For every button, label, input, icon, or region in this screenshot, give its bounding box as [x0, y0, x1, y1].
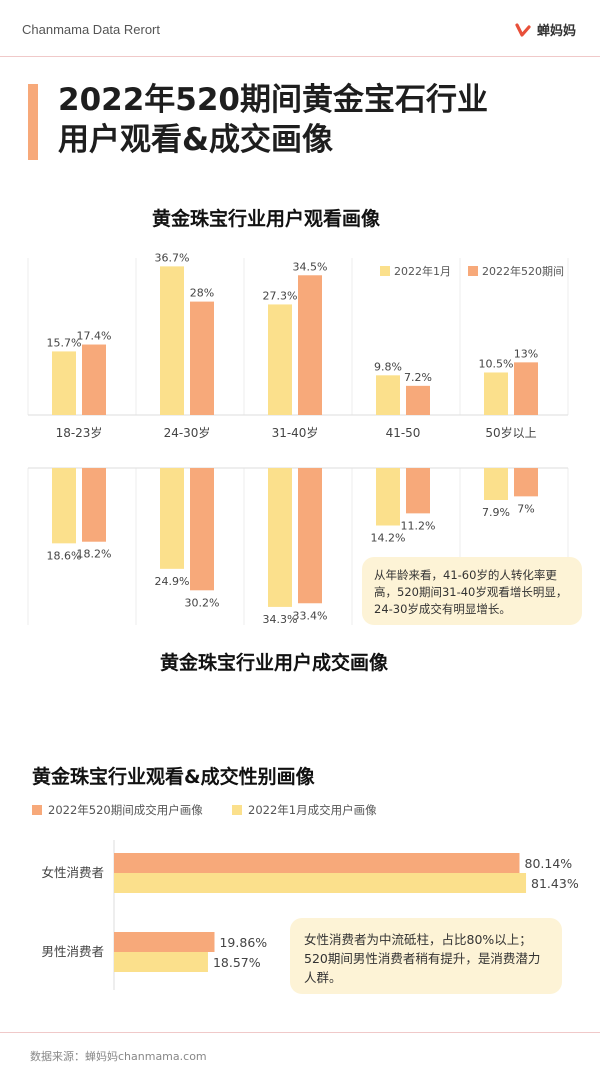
- deal-value-label: 30.2%: [185, 596, 220, 609]
- deal-value-label: 18.2%: [77, 548, 112, 561]
- view-value-label: 10.5%: [479, 357, 514, 370]
- deal-bar: [160, 468, 184, 569]
- deal-value-label: 14.2%: [371, 532, 406, 545]
- view-value-label: 36.7%: [155, 251, 190, 264]
- category-label: 41-50: [386, 426, 421, 440]
- view-value-label: 9.8%: [374, 360, 402, 373]
- view-value-label: 34.5%: [293, 260, 328, 273]
- view-value-label: 15.7%: [47, 336, 82, 349]
- gender-value-label: 80.14%: [525, 856, 573, 871]
- deal-value-label: 18.6%: [47, 549, 82, 562]
- deal-bar: [484, 468, 508, 500]
- deal-bar: [514, 468, 538, 497]
- category-label: 31-40岁: [272, 425, 319, 440]
- header-divider: [0, 56, 600, 57]
- gender-value-label: 18.57%: [213, 955, 261, 970]
- gender-bar: [114, 853, 520, 873]
- data-source: 数据来源：蝉妈妈chanmama.com: [30, 1050, 207, 1063]
- deal-bar: [406, 468, 430, 514]
- legend-label-jan: 2022年1月成交用户画像: [248, 803, 377, 817]
- age-chart: 2022年1月 2022年520期间 15.7%17.4% 18-23岁 18.6%18…: [27, 251, 569, 626]
- deal-bar: [190, 468, 214, 591]
- view-bar: [514, 362, 538, 415]
- deal-value-label: 24.9%: [155, 575, 190, 588]
- view-legend-swatch: [380, 266, 390, 276]
- gender-note: 女性消费者为中流砥柱，占比80%以上；520期间男性消费者稍有提升，是消费潜力人…: [290, 918, 562, 994]
- view-bar: [160, 266, 184, 415]
- deal-value-label: 33.4%: [293, 609, 328, 622]
- deal-bar: [298, 468, 322, 604]
- page-title-line1: 2022年520期间黄金宝石行业: [58, 82, 488, 118]
- view-bar: [268, 304, 292, 415]
- view-value-label: 7.2%: [404, 371, 432, 384]
- age-note: 从年龄来看，41-60岁的人转化率更高，520期间31-40岁观看增长明显，24…: [362, 557, 582, 625]
- logo-icon: [515, 22, 531, 37]
- view-chart-title: 黄金珠宝行业用户观看画像: [152, 208, 381, 230]
- view-bar: [406, 385, 430, 415]
- deal-value-label: 34.3%: [263, 613, 298, 626]
- brand-logo: 蝉妈妈: [514, 20, 576, 39]
- title-accent-bar: [28, 84, 38, 160]
- view-value-label: 27.3%: [263, 289, 298, 302]
- gender-bar: [114, 873, 527, 893]
- deal-value-label: 7%: [517, 502, 534, 515]
- gender-category-label: 女性消费者: [41, 865, 104, 880]
- page-title-line2: 用户观看&成交画像: [58, 122, 334, 158]
- gender-bar: [114, 932, 215, 952]
- deal-value-label: 11.2%: [401, 519, 436, 532]
- logo-text: 蝉妈妈: [536, 24, 576, 39]
- deal-bar: [376, 468, 400, 526]
- gender-value-label: 19.86%: [219, 935, 267, 950]
- view-legend-label: 2022年520期间: [482, 264, 564, 278]
- view-bar: [52, 351, 76, 415]
- view-bar: [376, 375, 400, 415]
- category-label: 50岁以上: [485, 425, 536, 440]
- gender-legend-jan: 2022年1月成交用户画像: [232, 802, 377, 818]
- report-label: Chanmama Data Rerort: [22, 22, 160, 37]
- legend-swatch-520: [32, 805, 42, 815]
- gender-chart-title: 黄金珠宝行业观看&成交性别画像: [32, 766, 315, 788]
- gender-value-label: 81.43%: [531, 876, 579, 891]
- category-label: 18-23岁: [56, 425, 103, 440]
- page-title: 2022年520期间黄金宝石行业 用户观看&成交画像: [58, 80, 488, 160]
- deal-value-label: 7.9%: [482, 506, 510, 519]
- deal-bar: [52, 468, 76, 544]
- deal-chart-title: 黄金珠宝行业用户成交画像: [160, 652, 389, 674]
- view-bar: [190, 301, 214, 415]
- category-label: 24-30岁: [164, 425, 211, 440]
- deal-bar: [268, 468, 292, 607]
- view-legend-label: 2022年1月: [394, 264, 451, 278]
- view-bar: [484, 372, 508, 415]
- legend-label-520: 2022年520期间成交用户画像: [48, 803, 203, 817]
- legend-swatch-jan: [232, 805, 242, 815]
- gender-bar: [114, 952, 208, 972]
- view-bar: [82, 344, 106, 415]
- view-value-label: 28%: [190, 287, 214, 300]
- view-value-label: 17.4%: [77, 330, 112, 343]
- view-value-label: 13%: [514, 347, 538, 360]
- gender-category-label: 男性消费者: [41, 944, 104, 959]
- view-bar: [298, 275, 322, 415]
- deal-bar: [82, 468, 106, 542]
- gender-chart: 女性消费者 80.14% 81.43% 男性消费者 19.86% 18.57%: [41, 840, 579, 990]
- view-legend-swatch: [468, 266, 478, 276]
- footer-divider: [0, 1032, 600, 1033]
- gender-legend-520: 2022年520期间成交用户画像: [32, 802, 203, 818]
